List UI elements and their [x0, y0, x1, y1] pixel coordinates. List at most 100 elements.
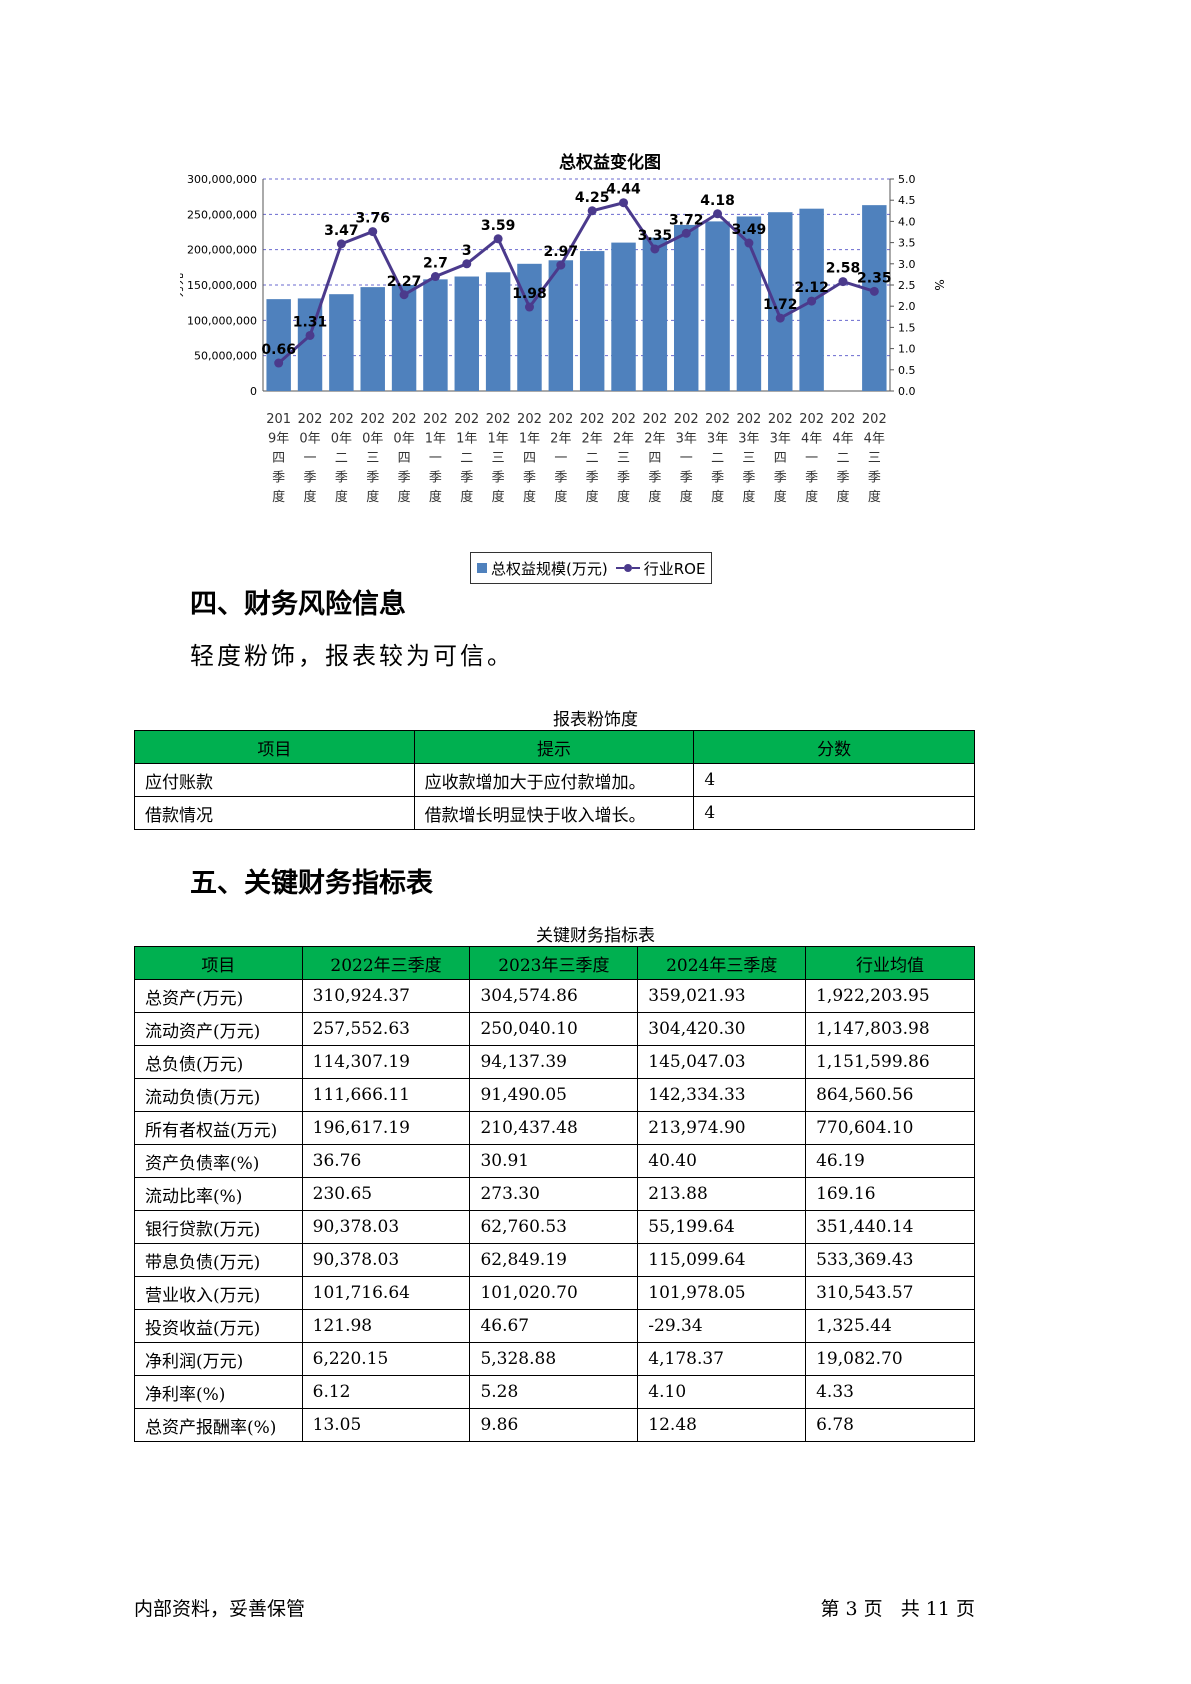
table-row: 营业收入(万元) 101,716.64 101,020.70 101,978.05 31… [134, 1276, 975, 1310]
x-tick-label: 3年 [707, 432, 728, 447]
x-tick-label: 四 [272, 451, 285, 466]
x-tick-label: 季 [836, 471, 849, 486]
x-tick-label: 四 [398, 451, 411, 466]
y2-tick-label: 4.5 [898, 194, 916, 207]
x-tick-label: 季 [648, 471, 661, 486]
table-row: 带息负债(万元) 90,378.03 62,849.19 115,099.64 533,… [134, 1243, 975, 1277]
roe-data-label: 4.44 [606, 182, 641, 198]
x-tick-label: 1年 [425, 432, 446, 447]
x-tick-label: 度 [586, 489, 599, 505]
whitewash-header-cell: 分数 [693, 730, 975, 764]
x-tick-label: 一 [680, 451, 693, 466]
roe-data-label: 3.76 [355, 211, 390, 227]
legend-line-label: 行业ROE [643, 559, 706, 578]
bar [329, 294, 354, 391]
table-cell: 304,420.30 [637, 1012, 807, 1046]
bar [579, 251, 605, 391]
x-tick-label: 二 [460, 451, 473, 466]
table-cell: -29.34 [637, 1309, 807, 1343]
legend-item-line: 行业ROE [615, 558, 706, 579]
table-cell: 142,334.33 [637, 1078, 807, 1112]
x-tick-label: 202 [486, 412, 511, 427]
x-tick-label: 3年 [676, 432, 697, 447]
y-tick-label: 150,000,000 [187, 279, 257, 292]
y-tick-label: 100,000,000 [187, 314, 257, 327]
roe-point [587, 206, 597, 216]
x-tick-label: 度 [868, 489, 881, 505]
bar [548, 260, 574, 391]
table-cell: 1,151,599.86 [805, 1045, 975, 1079]
table-cell: 196,617.19 [301, 1111, 471, 1145]
x-tick-label: 三 [492, 451, 505, 466]
whitewash-header-cell: 项目 [134, 730, 415, 764]
table-cell: 13.05 [301, 1408, 471, 1442]
table-cell: 应付账款 [134, 763, 415, 797]
table-cell: 114,307.19 [301, 1045, 471, 1079]
x-tick-label: 202 [517, 412, 542, 427]
table-cell: 101,978.05 [637, 1276, 807, 1310]
table-cell: 169.16 [805, 1177, 975, 1211]
y-tick-label: 200,000,000 [187, 244, 257, 257]
table-cell: 46.19 [805, 1144, 975, 1178]
table-cell: 62,849.19 [469, 1243, 639, 1277]
table-cell: 46.67 [469, 1309, 639, 1343]
whitewash-table: 项目 提示 分数 应付账款 应收款增加大于应付款增加。 4 借款情况 借款增长明显快于收入增… [134, 730, 975, 830]
table-cell: 9.86 [469, 1408, 639, 1442]
table-cell: 40.40 [637, 1144, 807, 1178]
roe-point [681, 228, 691, 238]
y2-tick-label: 2.0 [898, 300, 916, 313]
roe-data-label: 2.27 [387, 274, 422, 290]
roe-line [277, 201, 875, 365]
x-tick-label: 202 [862, 412, 887, 427]
roe-point [744, 238, 754, 248]
x-tick-label: 度 [805, 489, 818, 505]
table-cell: 6.78 [805, 1408, 975, 1442]
x-tick-label: 1年 [519, 432, 540, 447]
x-tick-label: 季 [523, 471, 536, 486]
roe-point [462, 259, 472, 269]
y2-tick-label: 3.5 [898, 237, 916, 250]
x-tick-label: 度 [774, 489, 787, 505]
x-tick-label: 2年 [582, 432, 603, 447]
legend-bar-label: 总权益规模(万元) [491, 559, 608, 578]
y2-tick-label: 0.0 [898, 385, 916, 398]
table-cell: 90,378.03 [301, 1210, 471, 1244]
table-cell: 带息负债(万元) [134, 1243, 303, 1277]
bar [611, 242, 636, 391]
section4-heading: 四、财务风险信息 [190, 589, 406, 620]
x-tick-label: 度 [836, 489, 849, 505]
roe-data-label: 3.47 [324, 223, 359, 239]
x-tick-label: 季 [586, 471, 599, 486]
roe-point [430, 272, 440, 282]
x-tick-label: 三 [366, 451, 379, 466]
x-tick-label: 度 [304, 489, 317, 505]
x-tick-label: 4年 [801, 432, 822, 447]
table-cell: 91,490.05 [469, 1078, 639, 1112]
table-cell: 借款增长明显快于收入增长。 [413, 796, 695, 830]
x-tick-label: 202 [360, 412, 385, 427]
x-tick-label: 季 [554, 471, 567, 486]
x-tick-label: 0年 [362, 432, 383, 447]
table-cell: 111,666.11 [301, 1078, 471, 1112]
legend-line-swatch [615, 564, 640, 572]
x-tick-label: 2年 [613, 432, 634, 447]
x-tick-label: 度 [711, 489, 724, 505]
x-tick-label: 季 [617, 471, 630, 486]
chart-svg: 0 50,000,000 100,000,000 150,000,000 200,000… [180, 173, 946, 505]
roe-point [713, 209, 723, 219]
bar [705, 221, 730, 391]
x-tick-label: 度 [460, 489, 473, 505]
legend-bar-swatch [477, 563, 487, 573]
roe-data-label: 3.59 [481, 218, 516, 234]
y-tick-label: 50,000,000 [194, 350, 257, 363]
y-tick-label: 300,000,000 [187, 173, 257, 186]
y2-tick-label: 4.0 [898, 215, 916, 228]
whitewash-table-header: 项目 提示 分数 [134, 730, 975, 764]
table-cell: 351,440.14 [805, 1210, 975, 1244]
x-tick-label: 1年 [456, 432, 477, 447]
x-tick-label: 季 [805, 471, 818, 486]
bar [423, 279, 448, 391]
chart-legend: 总权益规模(万元) 行业ROE [470, 552, 713, 584]
x-tick-label: 度 [366, 489, 379, 505]
roe-data-label: 0.66 [261, 342, 296, 358]
